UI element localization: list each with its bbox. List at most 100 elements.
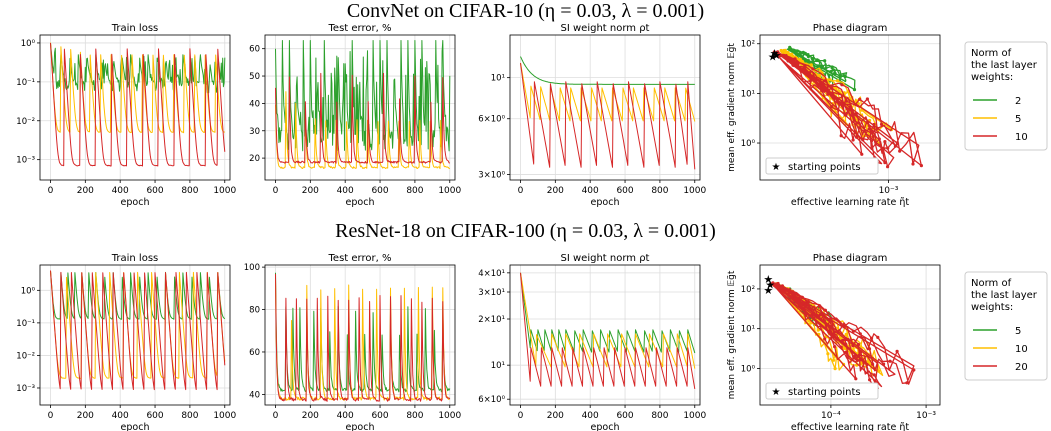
x-tick-label: 400 <box>337 411 354 421</box>
x-tick-label: 200 <box>77 411 94 421</box>
series-point-1 <box>790 52 794 56</box>
x-axis-label: epoch <box>121 422 150 431</box>
series-point-2 <box>859 350 863 354</box>
series-point-1 <box>842 346 846 350</box>
series-point-2 <box>895 349 899 353</box>
series-point-0 <box>838 74 843 78</box>
series-point-2 <box>805 73 810 77</box>
plot-area <box>50 42 226 167</box>
legend-entry: 5 <box>1015 114 1021 125</box>
x-tick-label: 1000 <box>683 186 706 196</box>
series-line-0 <box>275 40 451 152</box>
x-tick-label: 600 <box>616 411 633 421</box>
series-point-2 <box>828 325 832 329</box>
x-tick-label: 200 <box>302 411 319 421</box>
start-point-star: ★ <box>768 51 778 64</box>
y-tick-label: 10⁻³ <box>16 156 35 166</box>
x-tick-label: 0 <box>273 186 279 196</box>
series-point-1 <box>833 367 837 371</box>
y-tick-label: 10⁻¹ <box>16 78 35 88</box>
x-axis-label: effective learning rate η̃t <box>791 197 909 208</box>
series-point-2 <box>879 122 884 126</box>
series-point-2 <box>799 67 803 71</box>
series-point-2 <box>830 335 834 339</box>
annotation-label: starting points <box>788 162 861 173</box>
series-point-2 <box>848 106 852 110</box>
series-point-1 <box>799 59 804 63</box>
series-point-0 <box>816 64 820 68</box>
series-point-2 <box>841 338 845 342</box>
series-point-2 <box>801 301 805 305</box>
x-tick-label: 0 <box>48 411 54 421</box>
x-tick-label: 1000 <box>213 411 236 421</box>
series-point-1 <box>787 52 792 56</box>
x-tick-label: 0 <box>518 411 524 421</box>
legend-title: the last layer <box>971 60 1038 71</box>
series-point-2 <box>860 152 864 156</box>
annotation-box <box>765 157 879 175</box>
x-tick-label: 400 <box>582 411 599 421</box>
y-tick-label: 40 <box>249 390 260 400</box>
series-point-2 <box>839 345 843 349</box>
series-point-2 <box>857 353 862 357</box>
series-point-2 <box>823 337 827 341</box>
y-tick-label: 10¹ <box>741 325 755 335</box>
series-point-2 <box>867 347 872 351</box>
x-tick-label: 600 <box>146 186 163 196</box>
series-point-2 <box>787 56 792 60</box>
y-tick-label: 50 <box>249 72 260 82</box>
series-point-2 <box>829 330 833 335</box>
panel-1-0: 0 200 400 600 800 1000 10⁻³ 10⁻² 10⁻¹ 10⁰ Train lo… <box>16 253 236 431</box>
series-point-2 <box>846 338 850 342</box>
y-tick-label: 6×10⁰ <box>478 115 505 125</box>
series-point-2 <box>777 52 781 56</box>
series-point-0 <box>788 47 792 52</box>
plot-area <box>769 281 916 390</box>
series-point-2 <box>793 294 797 298</box>
series-point-2 <box>803 64 807 68</box>
series-point-2 <box>790 295 794 299</box>
series-point-2 <box>808 79 813 83</box>
series-point-2 <box>779 286 783 290</box>
series-point-2 <box>858 332 862 336</box>
y-tick-label: 10⁰ <box>741 364 756 374</box>
series-point-1 <box>877 369 881 373</box>
series-point-2 <box>783 287 787 292</box>
series-point-2 <box>813 77 817 81</box>
legend-entry: 20 <box>1015 362 1028 373</box>
x-tick-label: 200 <box>302 186 319 196</box>
row-title-convnet: ConvNet on CIFAR-10 (η = 0.03, λ = 0.001… <box>346 0 705 22</box>
y-tick-label: 10² <box>741 285 755 295</box>
series-point-2 <box>871 362 875 366</box>
series-point-2 <box>886 165 890 169</box>
series-point-2 <box>852 112 856 116</box>
panel-title: Train loss <box>111 23 159 34</box>
panel-title: Test error, % <box>328 23 392 34</box>
x-axis-label: epoch <box>591 197 620 208</box>
y-tick-label: 10² <box>741 40 755 50</box>
series-point-0 <box>829 69 833 74</box>
series-point-2 <box>840 83 844 87</box>
x-tick-label: 400 <box>582 186 599 196</box>
series-point-2 <box>815 315 819 319</box>
series-point-2 <box>832 332 836 336</box>
x-tick-label: 800 <box>181 186 198 196</box>
x-tick-label: 1000 <box>683 411 706 421</box>
series-point-2 <box>865 362 869 367</box>
x-tick-label: 600 <box>371 411 388 421</box>
series-point-2 <box>793 57 797 61</box>
series-point-0 <box>820 64 825 68</box>
series-point-2 <box>870 130 875 134</box>
axes-frame <box>509 264 701 406</box>
series-point-2 <box>808 74 812 78</box>
series-point-2 <box>808 71 812 75</box>
x-tick-label: 200 <box>77 186 94 196</box>
series-point-0 <box>831 68 836 72</box>
series-point-2 <box>841 102 846 106</box>
series-point-2 <box>833 345 837 349</box>
axes-frame <box>759 34 941 181</box>
y-tick-label: 10⁰ <box>21 286 36 296</box>
